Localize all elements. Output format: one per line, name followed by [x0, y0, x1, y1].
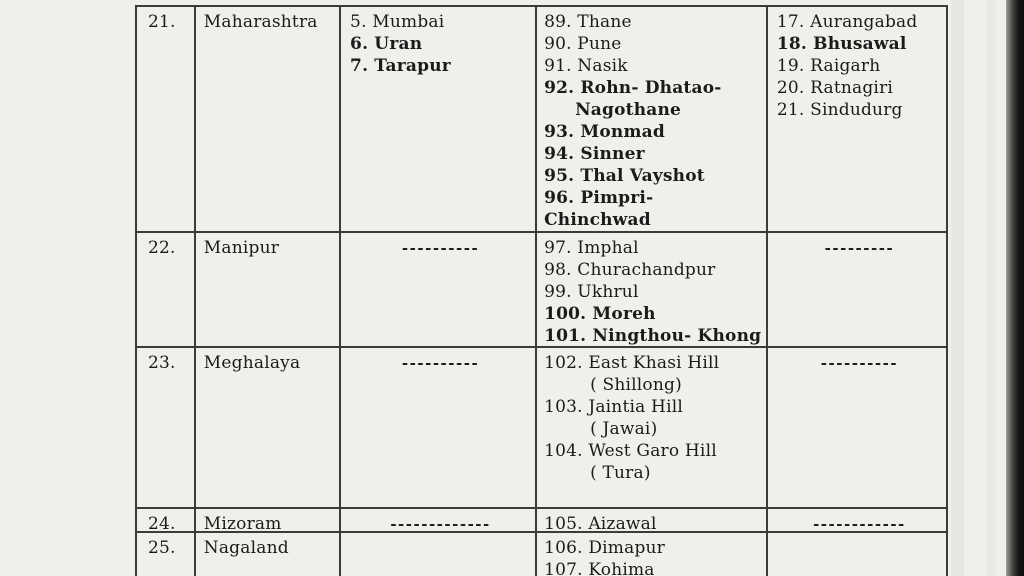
cities-a-cell: 5. Mumbai 6. Uran 7. Tarapur: [341, 7, 538, 231]
city-entry: 92. Rohn- Dhatao-: [544, 78, 722, 98]
serial-cell: 24.: [137, 509, 196, 534]
city-entry: ( Tura): [590, 463, 651, 483]
city-entry: 21. Sindudurg: [776, 100, 903, 120]
cities-b-cell: 105. Aizawal: [537, 509, 768, 534]
empty-cell-dashes: ----------: [401, 239, 480, 257]
city-entry: 6. Uran: [350, 34, 423, 54]
city-entry: 20. Ratnagiri: [776, 78, 894, 98]
table-row: 23. Meghalaya ---------- 102. East Khasi Hi…: [137, 348, 946, 509]
serial-number: 25.: [148, 538, 176, 558]
city-entry: 106. Dimapur: [544, 538, 665, 558]
cities-c-cell: 17. Aurangabad 18. Bhusawal 19. Raigarh 20.…: [768, 7, 946, 231]
city-entry: 95. Thal Vayshot: [544, 166, 705, 186]
cities-c-cell: ---------: [768, 233, 946, 346]
city-entry: 98. Churachandpur: [544, 260, 716, 280]
city-entry: 17. Aurangabad: [776, 12, 918, 32]
state-name: Mizoram: [203, 514, 282, 534]
city-entry: Nagothane: [575, 100, 682, 120]
serial-cell: 22.: [137, 233, 196, 346]
serial-number: 23.: [148, 353, 176, 373]
cities-c-cell: ------------: [768, 509, 946, 533]
serial-number: 21.: [148, 12, 176, 32]
city-entry: 102. East Khasi Hill: [544, 353, 720, 373]
cities-b-cell: 102. East Khasi Hill( Shillong) 103. Jain…: [537, 348, 768, 507]
city-entry: 7. Tarapur: [350, 56, 451, 76]
cities-b-cell: 106. Dimapur 107. Kohima: [537, 533, 768, 576]
city-entry: ( Shillong): [590, 375, 682, 395]
serial-number: 24.: [148, 514, 176, 534]
city-entry: 90. Pune: [544, 34, 622, 54]
state-cell: Mizoram: [196, 509, 342, 534]
cities-a-cell: -------------: [341, 509, 538, 533]
city-entry: Chinchwad: [544, 210, 651, 230]
scan-edge-shadow: [1006, 0, 1024, 576]
scan-streak: [951, 0, 964, 576]
city-entry: 107. Kohima: [544, 560, 655, 576]
empty-cell-dashes: ------------: [813, 515, 906, 533]
cities-a-cell: ----------: [341, 348, 538, 507]
state-name: Maharashtra: [203, 12, 318, 32]
city-entry: 100. Moreh: [544, 304, 656, 324]
cities-c-cell: ----------: [768, 348, 946, 507]
empty-cell-dashes: -------------: [390, 515, 491, 533]
states-cities-table: 21. Maharashtra 5. Mumbai 6. Uran 7. Tarapur…: [135, 5, 948, 576]
cities-b-cell: 97. Imphal 98. Churachandpur 99. Ukhrul 100…: [537, 233, 768, 346]
serial-number: 22.: [148, 238, 176, 258]
city-entry: 99. Ukhrul: [544, 282, 639, 302]
state-cell: Maharashtra: [196, 7, 342, 231]
state-name: Manipur: [203, 238, 280, 258]
empty-cell-dashes: ---------: [824, 239, 895, 257]
serial-cell: 23.: [137, 348, 196, 507]
table-row: 22. Manipur ---------- 97. Imphal 98. Churac…: [137, 233, 946, 348]
cities-b-cell: 89. Thane 90. Pune 91. Nasik 92. Rohn- Dhat…: [537, 7, 768, 231]
cities-a-cell: [341, 533, 538, 576]
city-entry: 93. Monmad: [544, 122, 665, 142]
city-entry: 104. West Garo Hill: [544, 441, 717, 461]
serial-cell: 21.: [137, 7, 196, 231]
table-row: 24. Mizoram ------------- 105. Aizawal -----…: [137, 509, 946, 534]
state-cell: Nagaland: [196, 533, 342, 576]
state-cell: Meghalaya: [196, 348, 342, 507]
city-entry: 105. Aizawal: [544, 514, 657, 534]
city-entry: 94. Sinner: [544, 144, 645, 164]
state-cell: Manipur: [196, 233, 342, 346]
city-entry: 96. Pimpri-: [544, 188, 654, 208]
table-row: 25. Nagaland 106. Dimapur 107. Kohima: [137, 533, 946, 576]
city-entry: 89. Thane: [544, 12, 632, 32]
city-entry: 97. Imphal: [544, 238, 639, 258]
cities-a-cell: ----------: [341, 233, 538, 346]
serial-cell: 25.: [137, 533, 196, 576]
city-entry: ( Jawai): [590, 419, 658, 439]
city-entry: 5. Mumbai: [350, 12, 445, 32]
state-name: Nagaland: [203, 538, 289, 558]
empty-cell-dashes: ----------: [401, 354, 480, 372]
city-entry: 19. Raigarh: [776, 56, 881, 76]
empty-cell-dashes: ----------: [820, 354, 899, 372]
cities-c-cell: [768, 533, 946, 576]
city-entry: 103. Jaintia Hill: [544, 397, 683, 417]
city-entry: 18. Bhusawal: [776, 34, 907, 54]
state-name: Meghalaya: [203, 353, 301, 373]
scan-streak: [987, 0, 996, 576]
city-entry: 101. Ningthou- Khong: [544, 326, 762, 346]
city-entry: 91. Nasik: [544, 56, 628, 76]
table-row: 21. Maharashtra 5. Mumbai 6. Uran 7. Tarapur…: [137, 7, 946, 233]
